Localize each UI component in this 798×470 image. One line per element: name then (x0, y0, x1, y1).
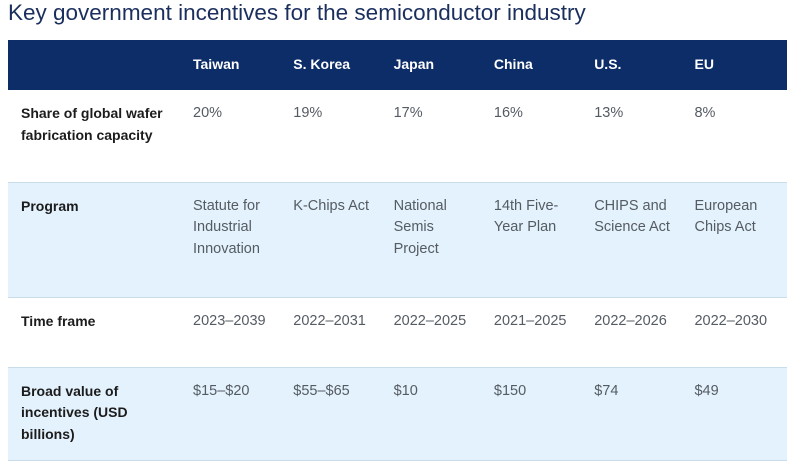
column-header-us: U.S. (594, 56, 622, 72)
table-title: Key government incentives for the semico… (8, 0, 586, 25)
table-cell: 2021–2025 (493, 312, 567, 329)
table-cell: 2022–2025 (393, 312, 467, 329)
table-cell: 19% (293, 105, 323, 121)
row-label: Time frame (21, 312, 96, 329)
table-cell: 2022–2026 (594, 312, 667, 329)
table-cell: National Semis Project (393, 197, 447, 257)
table-cell: 17% (393, 105, 423, 121)
table-cell: 2022–2031 (293, 312, 366, 329)
column-header-china: China (493, 56, 533, 72)
table-cell: European Chips Act (694, 197, 758, 236)
header-row: Taiwan S. Korea Japan China U.S. EU (8, 40, 787, 90)
header-corner (8, 40, 185, 90)
table-row-incentive-value: Broad value of incentives (USD billions)… (8, 367, 787, 460)
table-cell: $10 (393, 382, 418, 399)
table-cell: $15–$20 (193, 382, 250, 399)
table-cell: $55–$65 (293, 382, 350, 399)
table-cell: 13% (594, 105, 624, 121)
table-row-capacity-share: Share of global wafer fabrication capaci… (8, 90, 787, 182)
table-cell: K-Chips Act (293, 197, 370, 214)
table-cell: $74 (594, 382, 619, 399)
table-cell: 2022–2030 (694, 312, 768, 329)
table-cell: 2023–2039 (193, 312, 266, 329)
table-cell: $49 (694, 382, 719, 399)
table-cell: 20% (193, 105, 223, 121)
column-header-japan: Japan (393, 56, 435, 72)
row-label: Program (21, 197, 79, 214)
incentives-table: Taiwan S. Korea Japan China U.S. EU Shar… (8, 40, 787, 461)
table-row-time-frame: Time frame 2023–2039 2022–2031 2022–2025… (8, 297, 787, 367)
row-label: Share of global wafer fabrication capaci… (21, 105, 163, 143)
row-label: Broad value of incentives (USD billions) (21, 382, 128, 442)
table-cell: CHIPS and Science Act (594, 197, 670, 236)
table-cell: 16% (493, 105, 523, 121)
column-header-south-korea: S. Korea (293, 56, 351, 72)
column-header-eu: EU (694, 56, 714, 72)
table-cell: 8% (694, 105, 716, 121)
table-row-program: Program Statute for Industrial Innovatio… (8, 182, 787, 297)
table-cell: Statute for Industrial Innovation (193, 197, 260, 257)
table-cell: $150 (493, 382, 527, 399)
table-cell: 14th Five-Year Plan (493, 197, 559, 236)
column-header-taiwan: Taiwan (193, 56, 240, 72)
